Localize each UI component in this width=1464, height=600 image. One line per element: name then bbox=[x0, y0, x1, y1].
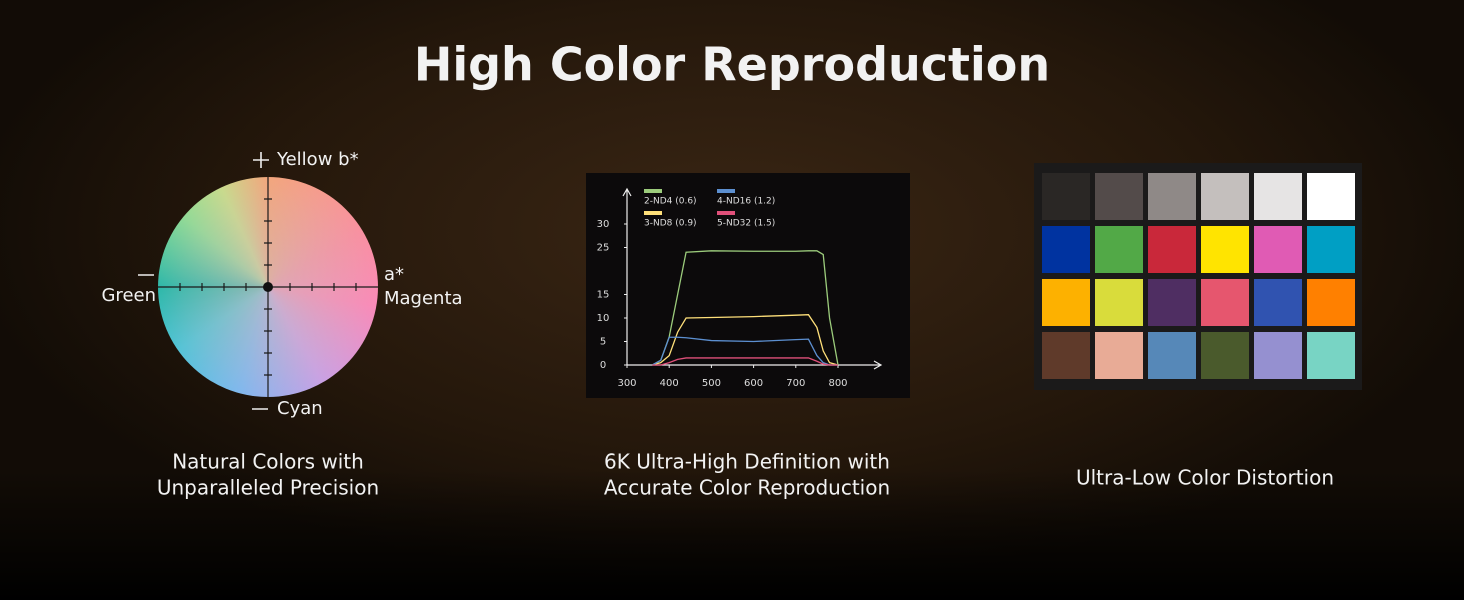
title: High Color Reproduction bbox=[414, 38, 1050, 92]
legend-swatch bbox=[717, 211, 735, 215]
y-tick-label: 0 bbox=[600, 360, 606, 371]
swatch bbox=[1201, 173, 1249, 220]
series-line bbox=[652, 357, 838, 366]
x-tick-label: 500 bbox=[702, 378, 721, 389]
caption: Unparalleled Precision bbox=[157, 476, 379, 500]
swatch-grid bbox=[1042, 173, 1355, 379]
bottom-fade bbox=[0, 470, 1464, 600]
y-tick-label: 30 bbox=[597, 219, 610, 230]
chart: 300 400 500 600 700 800 0 5 10 15 25 30 2-ND4 (0.6) 3… bbox=[597, 189, 848, 389]
swatch bbox=[1148, 226, 1196, 273]
x-tick-label: 600 bbox=[744, 378, 763, 389]
wheel-label: Green bbox=[101, 285, 156, 306]
chart-panel bbox=[586, 173, 910, 398]
swatch bbox=[1307, 226, 1355, 273]
swatch bbox=[1148, 279, 1196, 326]
wheel-label: a* bbox=[384, 264, 404, 285]
legend-label: 3-ND8 (0.9) bbox=[644, 219, 697, 229]
swatch bbox=[1201, 279, 1249, 326]
series-line bbox=[652, 336, 838, 366]
y-tick-label: 15 bbox=[597, 290, 610, 301]
caption: Natural Colors with bbox=[172, 450, 364, 474]
swatch bbox=[1042, 332, 1090, 379]
x-tick-label: 300 bbox=[617, 378, 636, 389]
swatch bbox=[1148, 173, 1196, 220]
legend-label: 5-ND32 (1.5) bbox=[717, 219, 775, 229]
y-tick-label: 5 bbox=[600, 337, 606, 348]
wheel-center bbox=[263, 282, 273, 292]
axis-signs bbox=[138, 152, 269, 410]
swatch bbox=[1095, 173, 1143, 220]
swatch bbox=[1148, 332, 1196, 379]
x-tick-label: 800 bbox=[828, 378, 847, 389]
wheel-label: Yellow b* bbox=[276, 149, 359, 170]
wheel-label: Cyan bbox=[277, 398, 323, 419]
swatch bbox=[1201, 226, 1249, 273]
chart-axes bbox=[622, 187, 883, 370]
swatch bbox=[1042, 226, 1090, 273]
caption: 6K Ultra-High Definition with bbox=[604, 450, 890, 474]
caption: Accurate Color Reproduction bbox=[604, 476, 890, 500]
legend-label: 4-ND16 (1.2) bbox=[717, 197, 775, 207]
swatch bbox=[1254, 173, 1302, 220]
swatch bbox=[1042, 279, 1090, 326]
swatch bbox=[1042, 173, 1090, 220]
swatch bbox=[1307, 279, 1355, 326]
swatch bbox=[1254, 279, 1302, 326]
swatch bbox=[1254, 332, 1302, 379]
swatch bbox=[1201, 332, 1249, 379]
caption: Ultra-Low Color Distortion bbox=[1076, 466, 1334, 490]
legend-swatch bbox=[644, 211, 662, 215]
swatch bbox=[1307, 173, 1355, 220]
legend-swatch bbox=[644, 189, 662, 193]
x-tick-label: 400 bbox=[660, 378, 679, 389]
legend-swatch bbox=[717, 189, 735, 193]
y-tick-label: 25 bbox=[597, 243, 610, 254]
legend-label: 2-ND4 (0.6) bbox=[644, 197, 697, 207]
swatch bbox=[1254, 226, 1302, 273]
series-line bbox=[652, 314, 839, 366]
swatch bbox=[1095, 279, 1143, 326]
swatch bbox=[1095, 332, 1143, 379]
y-tick-label: 10 bbox=[597, 313, 610, 324]
swatch bbox=[1095, 226, 1143, 273]
x-tick-label: 700 bbox=[786, 378, 805, 389]
wheel-label: Magenta bbox=[384, 288, 463, 309]
swatch bbox=[1307, 332, 1355, 379]
